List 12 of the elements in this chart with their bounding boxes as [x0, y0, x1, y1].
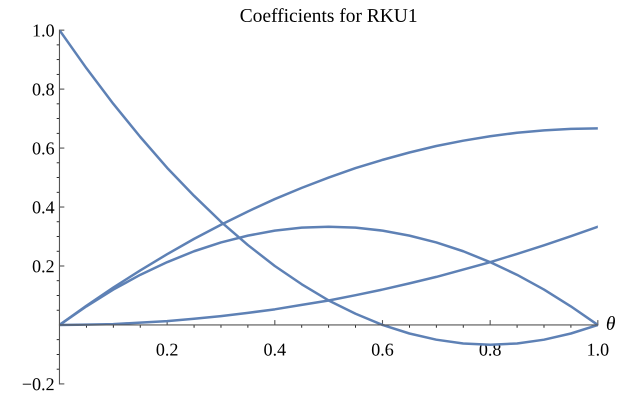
- x-tick-label: 1.0: [588, 344, 608, 356]
- chart-title: Coefficients for RKU1: [240, 8, 416, 22]
- y-tick-label: 0.4: [32, 201, 54, 214]
- y-tick-label: 0.8: [32, 83, 54, 96]
- x-tick-label: 0.4: [264, 344, 286, 356]
- y-tick-label: 0.6: [32, 142, 54, 155]
- y-tick-label: 0.2: [32, 260, 54, 273]
- y-tick-label: 1.0: [34, 24, 54, 37]
- x-axis-title: θ: [606, 316, 615, 330]
- x-tick-label: 0.6: [372, 344, 394, 356]
- x-tick-label: 0.2: [156, 344, 178, 356]
- y-tick-label: −0.2: [22, 378, 54, 390]
